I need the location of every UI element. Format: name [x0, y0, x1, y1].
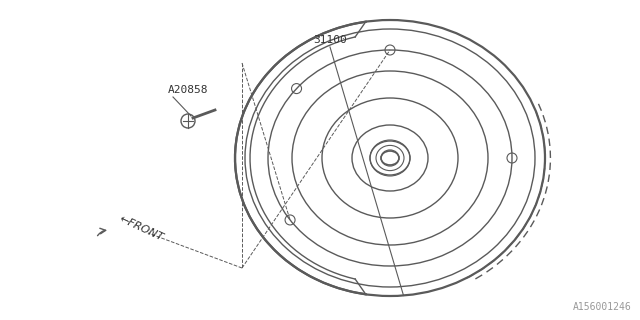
Text: ←FRONT: ←FRONT [118, 213, 165, 243]
Text: 31100: 31100 [313, 35, 347, 45]
Text: A156001246: A156001246 [573, 302, 632, 312]
Text: A20858: A20858 [168, 85, 209, 95]
